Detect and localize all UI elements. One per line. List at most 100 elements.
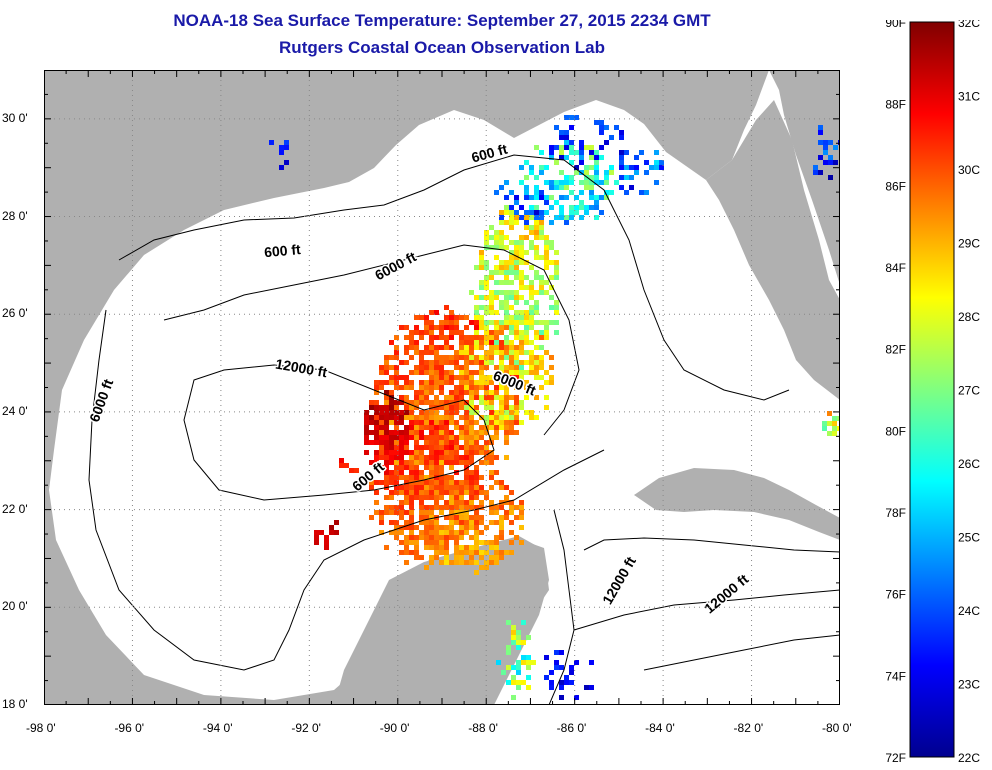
sst-pixel xyxy=(469,435,474,440)
sst-pixel xyxy=(379,515,384,520)
sst-pixel xyxy=(822,421,827,426)
sst-pixel xyxy=(384,475,389,480)
sst-pixel xyxy=(484,285,489,290)
sst-pixel xyxy=(489,395,494,400)
sst-pixel xyxy=(464,370,469,375)
sst-pixel xyxy=(474,335,479,340)
sst-pixel xyxy=(559,150,564,155)
sst-pixel xyxy=(474,465,479,470)
sst-pixel xyxy=(414,460,419,465)
sst-pixel xyxy=(389,415,394,420)
sst-pixel xyxy=(459,515,464,520)
sst-pixel xyxy=(554,660,559,665)
sst-pixel xyxy=(444,460,449,465)
sst-pixel xyxy=(504,395,509,400)
sst-pixel xyxy=(419,420,424,425)
sst-pixel xyxy=(404,405,409,410)
sst-pixel xyxy=(434,540,439,545)
sst-pixel xyxy=(549,670,554,675)
sst-pixel xyxy=(624,165,629,170)
sst-pixel xyxy=(569,210,574,215)
sst-pixel xyxy=(589,185,594,190)
sst-pixel xyxy=(549,275,554,280)
sst-pixel xyxy=(379,385,384,390)
sst-pixel xyxy=(454,560,459,565)
sst-pixel xyxy=(434,325,439,330)
yucatan-peninsula xyxy=(334,538,549,705)
sst-pixel xyxy=(499,520,504,525)
sst-pixel xyxy=(524,185,529,190)
tick-marks xyxy=(44,70,840,705)
sst-pixel xyxy=(544,335,549,340)
sst-pixel xyxy=(439,465,444,470)
sst-pixel xyxy=(549,355,554,360)
sst-pixel xyxy=(439,510,444,515)
sst-pixel xyxy=(394,425,399,430)
sst-pixel xyxy=(389,530,394,535)
sst-pixel xyxy=(409,550,414,555)
sst-pixel xyxy=(489,475,494,480)
sst-pixel xyxy=(484,405,489,410)
sst-pixel xyxy=(349,468,354,473)
sst-pixel xyxy=(444,440,449,445)
sst-pixel xyxy=(409,475,414,480)
sst-pixel xyxy=(534,395,539,400)
sst-pixel xyxy=(414,470,419,475)
sst-pixel xyxy=(389,470,394,475)
sst-pixel xyxy=(424,360,429,365)
sst-pixel xyxy=(399,490,404,495)
sst-pixel xyxy=(364,425,369,430)
sst-pixel xyxy=(516,660,521,665)
sst-pixel xyxy=(519,365,524,370)
sst-pixel xyxy=(469,360,474,365)
sst-pixel xyxy=(564,130,569,135)
sst-pixel xyxy=(569,150,574,155)
sst-pixel xyxy=(399,445,404,450)
sst-pixel xyxy=(494,520,499,525)
sst-pixel xyxy=(399,470,404,475)
sst-pixel xyxy=(526,685,531,690)
sst-pixel xyxy=(439,535,444,540)
sst-pixel xyxy=(494,235,499,240)
sst-pixel xyxy=(479,255,484,260)
sst-pixel xyxy=(449,320,454,325)
sst-pixel xyxy=(374,440,379,445)
sst-pixel xyxy=(484,415,489,420)
sst-pixel xyxy=(459,415,464,420)
sst-pixel xyxy=(823,160,828,165)
sst-pixel xyxy=(394,335,399,340)
sst-pixel xyxy=(539,275,544,280)
sst-pixel xyxy=(394,405,399,410)
sst-pixel xyxy=(384,480,389,485)
fahrenheit-label: 84F xyxy=(885,261,906,275)
sst-pixel xyxy=(484,455,489,460)
sst-pixel xyxy=(479,260,484,265)
sst-pixel xyxy=(409,340,414,345)
sst-pixel xyxy=(449,485,454,490)
sst-pixel xyxy=(529,280,534,285)
celsius-label: 25C xyxy=(958,531,980,545)
sst-pixel xyxy=(464,380,469,385)
sst-pixel xyxy=(584,210,589,215)
sst-pixel xyxy=(419,520,424,525)
sst-pixel xyxy=(516,645,521,650)
sst-pixel xyxy=(544,330,549,335)
sst-pixel xyxy=(424,445,429,450)
sst-pixel xyxy=(459,480,464,485)
sst-pixel xyxy=(459,395,464,400)
sst-pixel xyxy=(434,525,439,530)
sst-pixel xyxy=(454,505,459,510)
sst-pixel xyxy=(539,355,544,360)
sst-pixel xyxy=(409,420,414,425)
sst-pixel xyxy=(414,450,419,455)
sst-pixel xyxy=(474,470,479,475)
sst-pixel xyxy=(384,410,389,415)
sst-pixel xyxy=(379,370,384,375)
sst-pixel xyxy=(409,465,414,470)
sst-pixel xyxy=(544,235,549,240)
sst-pixel xyxy=(549,285,554,290)
sst-pixel xyxy=(574,210,579,215)
sst-pixel xyxy=(589,145,594,150)
sst-pixel xyxy=(529,415,534,420)
sst-pixel xyxy=(464,355,469,360)
